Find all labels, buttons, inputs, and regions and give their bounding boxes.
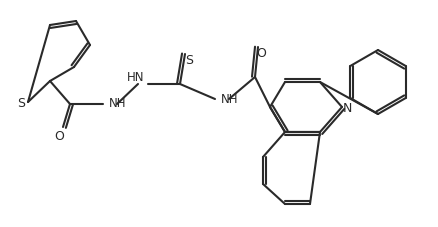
Text: NH: NH: [221, 92, 239, 105]
Text: HN: HN: [127, 70, 145, 83]
Text: N: N: [343, 101, 352, 114]
Text: NH: NH: [109, 96, 127, 109]
Text: O: O: [54, 129, 64, 142]
Text: S: S: [185, 53, 193, 66]
Text: S: S: [17, 96, 25, 109]
Text: O: O: [256, 46, 266, 59]
